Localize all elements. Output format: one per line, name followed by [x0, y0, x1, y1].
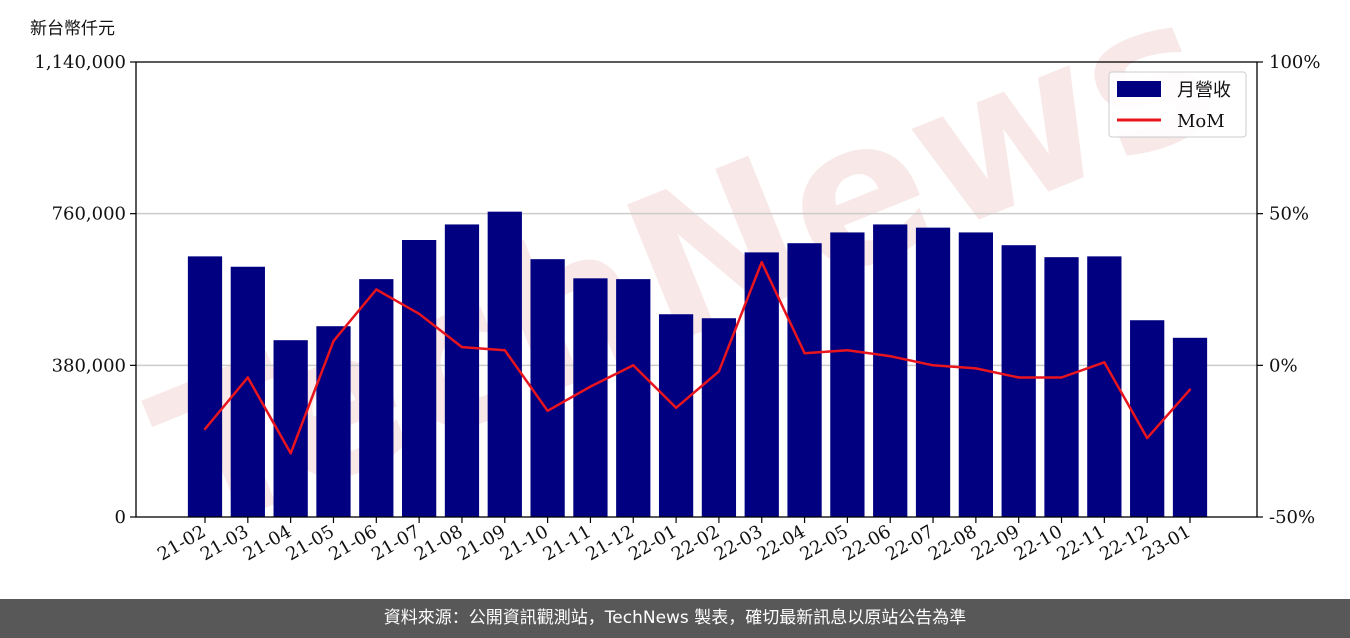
mom-point [931, 364, 935, 367]
revenue-bar [1001, 245, 1036, 517]
legend-line-label: MoM [1177, 111, 1225, 132]
revenue-bar [873, 224, 908, 517]
mom-point [846, 348, 849, 352]
x-tick-label: 22-08 [925, 521, 980, 565]
left-tick-label: 380,000 [52, 355, 126, 376]
revenue-bar [359, 279, 394, 517]
chart: TechNews 0380,000760,0001,140,000-50%0%5… [34, 0, 1320, 581]
revenue-bar [1087, 256, 1122, 517]
revenue-bar [402, 240, 437, 517]
revenue-bar [273, 340, 308, 517]
revenue-bar [658, 314, 694, 517]
mom-point [889, 355, 892, 358]
x-tick-label: 22-07 [882, 521, 937, 565]
left-tick-label: 0 [115, 507, 126, 528]
mom-point [1017, 376, 1020, 379]
legend: 月營收 MoM [1108, 71, 1247, 138]
x-tick-label: 21-10 [497, 521, 552, 565]
plot-frame [135, 61, 1258, 518]
revenue-bar [487, 211, 522, 517]
revenue-bar [530, 259, 565, 517]
x-tick-label: 22-01 [625, 521, 680, 565]
x-tick-label: 21-12 [582, 521, 637, 565]
legend-bar-swatch [1117, 81, 1161, 97]
mom-point [417, 312, 421, 315]
x-tick-label: 22-05 [796, 521, 851, 565]
left-tick-label: 760,000 [52, 204, 126, 225]
x-tick-label: 21-08 [411, 521, 466, 565]
left-tick-label: 1,140,000 [34, 52, 126, 73]
source-footer: 資料來源：公開資訊觀測站，TechNews 製表，確切最新訊息以原站公告為準 [0, 599, 1350, 638]
legend-bar-label: 月營收 [1177, 80, 1231, 101]
revenue-bar [787, 243, 822, 517]
mom-line [204, 260, 1191, 455]
revenue-bar [316, 326, 351, 517]
revenue-bar [830, 232, 865, 517]
right-tick-label: 100% [1269, 52, 1320, 73]
x-tick-label: 22-03 [711, 521, 766, 565]
mom-point [460, 345, 464, 349]
x-tick-label: 22-06 [839, 521, 894, 565]
mom-point [1060, 376, 1063, 379]
revenue-bar [444, 224, 480, 517]
right-tick-label: 50% [1269, 204, 1309, 225]
mom-point [332, 339, 335, 343]
x-tick-label: 22-10 [1011, 521, 1066, 565]
mom-point [1103, 361, 1106, 364]
x-tick-label: 21-11 [539, 521, 594, 565]
x-tick-label: 22-04 [754, 521, 809, 565]
mom-point [289, 452, 292, 455]
mom-point [589, 385, 592, 388]
right-tick-label: -50% [1269, 507, 1315, 528]
mom-line-series [203, 260, 1192, 455]
mom-point [246, 376, 250, 379]
revenue-bar [701, 318, 737, 517]
revenue-bar [958, 232, 993, 517]
mom-point [1145, 436, 1149, 440]
mom-point [803, 352, 806, 355]
mom-point [974, 367, 978, 370]
right-tick-label: 0% [1269, 355, 1298, 376]
mom-point [632, 364, 635, 367]
mom-point [503, 348, 506, 352]
mom-point [1188, 388, 1192, 391]
revenue-bar [187, 256, 223, 517]
mom-point [375, 288, 378, 291]
revenue-bar [1172, 337, 1208, 517]
mom-point [546, 409, 549, 413]
revenue-bar [915, 227, 951, 517]
x-tick-label: 21-07 [368, 521, 423, 565]
x-tick-label: 22-11 [1053, 521, 1108, 565]
x-tick-label: 22-02 [668, 521, 723, 565]
mom-point [760, 261, 763, 264]
x-tick-label: 22-12 [1096, 521, 1151, 565]
x-tick-label: 22-09 [968, 521, 1023, 565]
y-axis-unit-label: 新台幣仟元 [30, 19, 115, 39]
revenue-bar [1044, 257, 1079, 517]
x-tick-label: 21-09 [454, 521, 509, 565]
x-tick-label: 21-02 [154, 521, 209, 565]
mom-point [717, 370, 721, 373]
mom-point [203, 427, 207, 431]
revenue-bar [744, 252, 779, 517]
revenue-bar [573, 278, 608, 517]
mom-point [674, 406, 678, 409]
bar-series [187, 211, 1208, 517]
x-tick-label: 23-01 [1139, 521, 1194, 565]
revenue-bar [616, 279, 651, 517]
